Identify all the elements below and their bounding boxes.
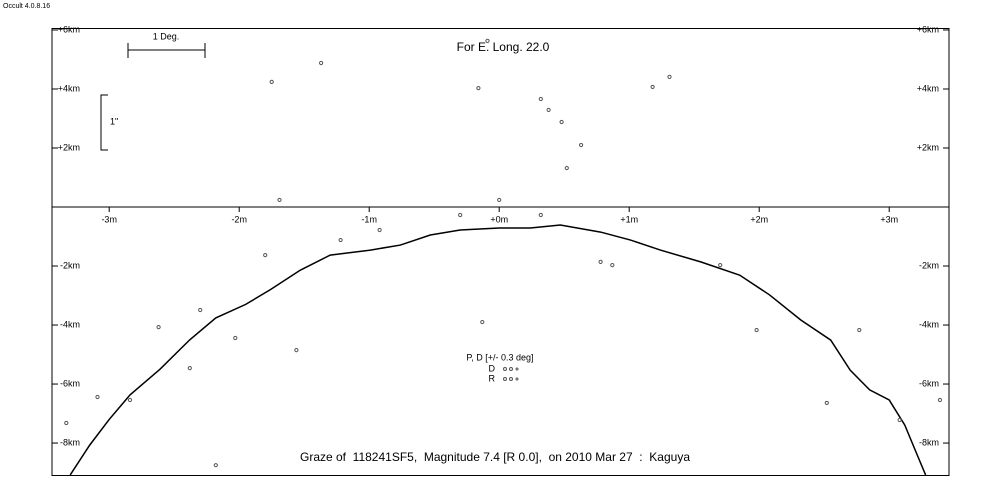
y-tick-label: -6km [919, 378, 939, 388]
plot-frame [51, 28, 950, 476]
arcsec-scale-bar [100, 94, 108, 151]
limb-profile [69, 224, 927, 476]
observation-point [579, 142, 584, 148]
observation-point [650, 84, 655, 90]
scale-bars [100, 43, 206, 151]
y-tick-label: +4km [58, 83, 80, 93]
observation-point [156, 324, 161, 330]
observation-point [319, 60, 324, 66]
y-tick-label: +2km [917, 142, 939, 152]
observation-point [538, 96, 543, 102]
y-tick-label: -2km [919, 260, 939, 270]
observation-point [213, 463, 218, 468]
observation-point [95, 394, 100, 400]
legend-markers [503, 367, 519, 381]
observation-point [476, 86, 481, 91]
deg-scale-bar [127, 43, 206, 58]
subtitle: For E. Long. 22.0 [457, 40, 550, 54]
y-tick-label: +2km [58, 142, 80, 152]
legend-title: P, D [+/- 0.3 deg] [466, 352, 533, 362]
observation-point [667, 74, 672, 79]
observation-point [277, 197, 282, 203]
y-tick-label: +4km [917, 83, 939, 93]
observation-point [538, 212, 543, 218]
observation-point [127, 397, 133, 403]
chart-title: Graze of 118241SF5, Magnitude 7.4 [R 0.0… [300, 450, 690, 464]
scale-label: 1" [110, 116, 118, 126]
x-tick-label: -3m [101, 214, 117, 224]
observation-point [263, 252, 268, 258]
observation-point [718, 263, 723, 268]
observation-point [497, 197, 502, 203]
x-tick-label: +0m [490, 214, 508, 224]
legend-label: R [489, 373, 496, 383]
observation-point [546, 107, 551, 113]
y-tick-label: -6km [60, 378, 80, 388]
y-tick-label: +6km [58, 24, 80, 34]
observation-point [559, 119, 564, 125]
y-tick-label: -8km [919, 437, 939, 447]
y-tick-label: -4km [919, 319, 939, 329]
observation-point [198, 307, 203, 313]
observation-point [824, 400, 829, 406]
x-tick-label: +1m [620, 214, 638, 224]
observation-point [338, 237, 343, 243]
y-tick-label: -2km [60, 260, 80, 270]
x-tick-label: +3m [880, 214, 898, 224]
observation-point [480, 319, 485, 325]
observation-point [897, 417, 902, 423]
observation-point [187, 366, 192, 371]
observation-point [564, 165, 569, 171]
observation-point [233, 335, 238, 341]
observation-point [294, 348, 299, 353]
legend-label: D [489, 363, 496, 373]
observation-point [64, 420, 69, 426]
y-tick-label: +6km [917, 24, 939, 34]
scale-label: 1 Deg. [153, 31, 180, 41]
x-tick-label: -1m [361, 214, 377, 224]
x-tick-label: +2m [750, 214, 768, 224]
observation-point [485, 38, 490, 43]
observation-point [857, 327, 862, 333]
observation-point [458, 212, 463, 218]
app-label: Occult 4.0.8.16 [3, 3, 50, 10]
observation-point [754, 327, 759, 333]
observation-point [937, 397, 943, 403]
y-tick-label: -4km [60, 319, 80, 329]
observation-point [598, 259, 603, 264]
observation-point [269, 79, 274, 85]
observation-point [377, 227, 382, 233]
observation-point [610, 263, 615, 268]
y-tick-label: -8km [60, 437, 80, 447]
x-tick-label: -2m [231, 214, 247, 224]
